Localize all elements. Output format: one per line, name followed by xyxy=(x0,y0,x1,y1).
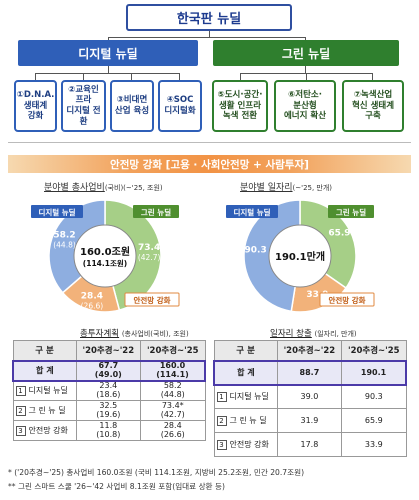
footnote-1: * ('20추경~'25) 총사업비 160.0조원 (국비 114.1조원, … xyxy=(8,468,305,477)
invest-pie-chart: 73.4(42.7) 28.4(26.6) 58.2(44.8) 160.0조원(11… xyxy=(31,199,180,313)
table-header-row: 구 분 '20추경~'22 '20추경~'25 xyxy=(213,340,407,361)
jobs-table: 구 분 '20추경~'22 '20추경~'25 합 계 88.7 190.1 1… xyxy=(213,340,407,457)
green-item-industry: ⑦녹색산업 혁신 생태계 구축 xyxy=(342,80,404,132)
pie-center-value: 190.1만개 xyxy=(275,250,325,263)
pie-value-label: 73.4 xyxy=(138,243,160,253)
pie-center xyxy=(268,224,332,288)
legend-box xyxy=(124,292,180,307)
connector-line xyxy=(108,37,306,38)
pie-value-label: 58.2 xyxy=(53,231,75,241)
pie-sub-label: (42.7) xyxy=(138,253,161,262)
green-item-urban: ⑤도시·공간· 생활 인프라 녹색 전환 xyxy=(212,80,268,132)
legend-label: 그린 뉴딜 xyxy=(336,207,366,217)
pie-center-sub: (114.1조원) xyxy=(83,258,127,268)
connector-line xyxy=(209,31,210,38)
digital-item-untact: ③비대면 산업 육성 xyxy=(110,80,154,132)
pie-value-label: 90.3 xyxy=(245,246,267,256)
table-header-row: 구 분 '20추경~'22 '20추경~'25 xyxy=(12,340,206,361)
legend-label: 디지털 뉴딜 xyxy=(38,207,75,217)
digital-item-soc: ④SOC 디지털화 xyxy=(158,80,202,132)
digital-newdeal-header: 디지털 뉴딜 xyxy=(18,40,198,66)
pie-center xyxy=(73,224,137,288)
jobs-table-title: 일자리 창출 (일자리, 만개) xyxy=(270,329,357,339)
connector-line xyxy=(306,73,307,80)
connector-line xyxy=(372,73,373,80)
connector-line xyxy=(83,73,84,80)
legend-box xyxy=(133,205,179,218)
legend-label: 안전망 강화 xyxy=(328,295,365,305)
pie-value-label: 65.9 xyxy=(328,228,350,238)
legend-box xyxy=(319,292,375,307)
jobs-chart-title: 분야별 일자리(~'25, 만개) xyxy=(240,183,333,193)
connector-line xyxy=(305,66,306,73)
legend-label: 안전망 강화 xyxy=(133,295,170,305)
legend-box xyxy=(328,205,374,218)
divider xyxy=(8,142,411,143)
legend-box xyxy=(226,205,278,218)
invest-table: 구 분 '20추경~'22 '20추경~'25 합 계 67.7 (49.0) 1… xyxy=(12,340,206,441)
table-row-total: 합 계 67.7 (49.0) 160.0 (114.1) xyxy=(12,360,206,381)
green-item-energy: ⑥저탄소· 분산형 에너지 확산 xyxy=(274,80,336,132)
table-row: 1 디지털 뉴딜 23.4 (18.6) 58.2 (44.8) xyxy=(12,380,206,401)
pie-value-label: 33.9 xyxy=(306,290,328,300)
invest-table-title: 총투자계획 (총사업비(국비), 조원) xyxy=(80,329,189,339)
page-title: 한국판 뉴딜 xyxy=(126,4,292,31)
connector-line xyxy=(131,73,132,80)
pie-sub-label: (44.8) xyxy=(53,241,76,250)
pie-center-value: 160.0조원 xyxy=(80,245,130,258)
digital-item-education: ②교육인프라 디지털 전환 xyxy=(61,80,106,132)
footnote-2: ** 그린 스마트 스쿨 '26~'42 사업비 8.1조원 포함(임대료 상환… xyxy=(8,482,225,491)
table-row: 3 안전망 강화 11.8 (10.8) 28.4 (26.6) xyxy=(12,420,206,441)
connector-line xyxy=(240,73,241,80)
connector-line xyxy=(108,37,109,41)
connector-line xyxy=(108,66,109,73)
legend-label: 그린 뉴딜 xyxy=(141,207,171,217)
pie-sub-label: (26.6) xyxy=(81,302,104,311)
legend-label: 디지털 뉴딜 xyxy=(233,207,270,217)
safety-band xyxy=(8,155,411,173)
digital-item-dna: ①D.N.A. 생태계 강화 xyxy=(14,80,57,132)
table-row-total: 합 계 88.7 190.1 xyxy=(213,360,407,385)
table-row: 3 안전망 강화 17.8 33.9 xyxy=(213,432,407,457)
legend-box xyxy=(31,205,83,218)
table-row: 1 디지털 뉴딜 39.0 90.3 xyxy=(213,384,407,409)
connector-line xyxy=(35,73,179,74)
connector-line xyxy=(305,37,306,41)
connector-line xyxy=(179,73,180,80)
safety-label: 안전망 강화 [고용 · 사회안전망 + 사람투자] xyxy=(110,158,309,171)
invest-chart-title: 분야별 총사업비(국비)(~'25, 조원) xyxy=(44,183,163,193)
connector-line xyxy=(35,73,36,80)
green-newdeal-header: 그린 뉴딜 xyxy=(213,40,399,66)
pie-value-label: 28.4 xyxy=(81,292,103,302)
